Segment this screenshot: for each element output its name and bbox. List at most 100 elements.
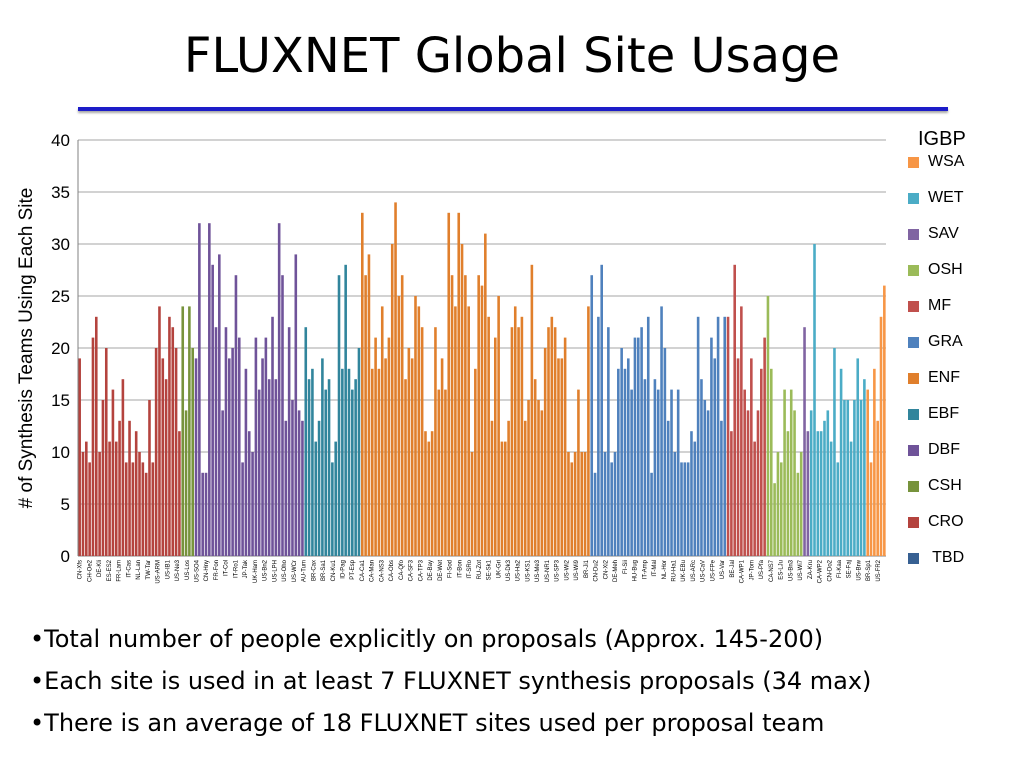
x-tick-label: FI-Sod (448, 560, 454, 578)
bar-gra (590, 275, 594, 556)
bar-dbf (297, 410, 301, 556)
x-tick-label: CA-Man (370, 560, 376, 582)
bar-osh (773, 483, 776, 556)
x-tick-label: DE-Meh (613, 560, 619, 582)
bar-gra (643, 379, 647, 556)
bar-cro (128, 420, 131, 556)
x-tick-label: US-Pfa (759, 559, 765, 579)
bar-cro (161, 358, 165, 556)
bar-cro (171, 327, 175, 556)
bar-dbf (271, 316, 274, 556)
bar-enf (454, 306, 457, 556)
bar-cro (101, 400, 105, 556)
x-tick-label: NL-Hor (662, 560, 668, 579)
bar-wet (863, 379, 866, 556)
bar-gra (696, 316, 700, 556)
bar-enf (543, 348, 547, 556)
x-tick-label: IT-Ro1 (233, 559, 239, 578)
bar-gra (673, 452, 677, 556)
bar-dbf (211, 264, 214, 556)
legend-swatch (908, 516, 919, 528)
bar-enf (457, 212, 461, 557)
bar-chart: 0 5 10 15 20 25 30 35 40 CN-Xfs CH-Oe2 DE-Kli ES-ES2… (16, 131, 886, 584)
bar-cro (158, 306, 161, 556)
y-tick-label: 20 (51, 339, 70, 358)
bar-enf (404, 379, 407, 556)
bar-wet (859, 400, 863, 556)
bar-gra (627, 358, 630, 556)
bar-cro (85, 441, 88, 556)
x-tick-label: US-ARM (156, 560, 162, 584)
bar-ebf (347, 368, 351, 556)
title-underline (78, 107, 948, 111)
y-tick-label: 35 (51, 183, 70, 202)
bar-osh (783, 389, 786, 556)
bar-cro (94, 316, 98, 556)
bar-gra (646, 316, 650, 556)
bar-gra (693, 441, 697, 556)
legend-label: EBF (928, 405, 960, 422)
bar-gra (713, 358, 717, 556)
bar-mf (763, 337, 766, 556)
bar-dbf (257, 389, 261, 556)
x-tick-label: CA-WP2 (818, 559, 824, 583)
bar-enf (414, 296, 417, 556)
legend-title: IGBP (918, 128, 966, 150)
legend-item: SAV (908, 224, 959, 244)
x-tick-label: US-Brw (856, 559, 862, 580)
bar-enf (563, 337, 567, 556)
bar-mf (746, 410, 750, 556)
x-tick-label: IT-Mal (652, 560, 658, 577)
legend-swatch (908, 552, 919, 564)
bar-cro (141, 462, 145, 556)
x-tick-label: JP-Tom (749, 560, 755, 580)
legend-swatch (908, 156, 919, 168)
bar-mf (733, 264, 736, 556)
legend-item: CRO (908, 512, 964, 532)
legend-swatch (908, 264, 919, 276)
bar-enf (583, 452, 587, 556)
x-tick-label: IT-SRo (467, 559, 473, 578)
x-tick-label: CN-Hny (204, 560, 210, 581)
bar-mf (730, 431, 733, 556)
bar-dbf (274, 379, 278, 556)
bar-enf (523, 420, 527, 556)
bar-enf (394, 202, 397, 556)
bar-gra (690, 431, 693, 556)
x-tick-label: RU-Zot (477, 560, 483, 580)
legend-label: TBD (928, 549, 965, 566)
bullet-item: •Each site is used in at least 7 FLUXNET… (30, 667, 872, 695)
bar-cro (104, 348, 108, 556)
bar-gra (676, 389, 680, 556)
x-tick-label: FR-Fon (214, 560, 220, 580)
bar-enf (367, 254, 371, 556)
bar-ebf (337, 275, 341, 556)
bar-enf (513, 306, 517, 556)
legend-label: MF (928, 297, 952, 314)
x-tick-label: RU-Ha1 (671, 559, 677, 581)
bar-gra (623, 368, 627, 556)
bar-dbf (237, 337, 241, 556)
bar-dbf (251, 452, 254, 556)
bar-osh (786, 431, 790, 556)
bar-dbf (261, 358, 264, 556)
bar-dbf (241, 462, 244, 556)
bar-enf (387, 337, 391, 556)
x-tick-label: ZA-Kru (808, 560, 814, 579)
slide-title: FLUXNET Global Site Usage (183, 28, 841, 84)
bar-ebf (331, 462, 334, 556)
x-tick-label: US-FR2 (876, 559, 882, 581)
legend-swatch (908, 336, 919, 348)
x-tick-label: US-Los (185, 560, 191, 580)
bar-dbf (244, 368, 248, 556)
x-tick-label: US-ARc (691, 560, 697, 582)
bar-csh (184, 410, 188, 556)
legend-swatch (908, 192, 919, 204)
x-tick-label: US-Var (720, 560, 726, 579)
bar-enf (407, 348, 411, 556)
bar-enf (503, 441, 507, 556)
bar-gra (723, 316, 727, 556)
bar-dbf (281, 275, 284, 556)
bar-gra (666, 420, 670, 556)
x-tick-label: US-CaV (701, 560, 707, 582)
